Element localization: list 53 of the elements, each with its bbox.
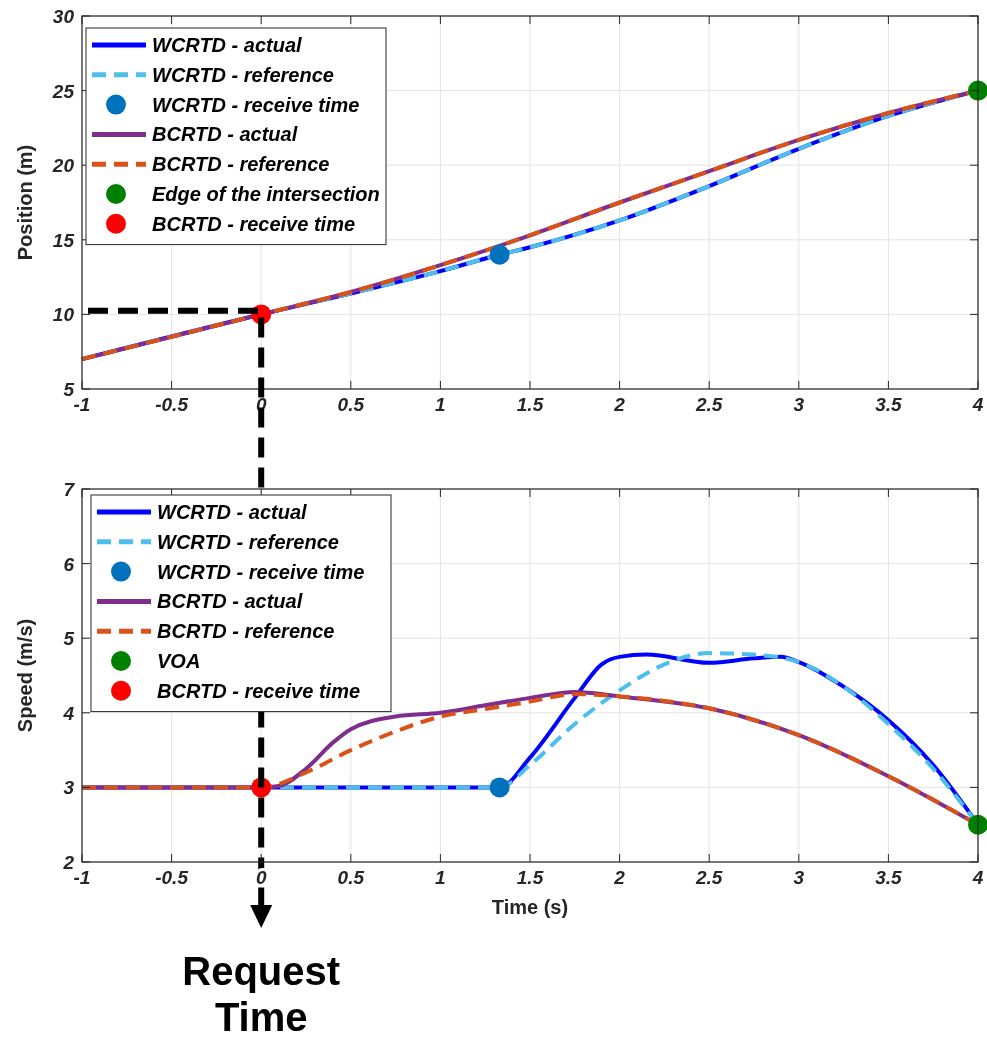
x-axis-title: Time (s) — [491, 896, 569, 918]
y-tick-label: 5 — [63, 379, 75, 400]
x-tick-label: 2 — [613, 867, 626, 888]
x-tick-label: 2.5 — [694, 867, 723, 888]
legend-label: BCRTD - receive time — [157, 679, 361, 702]
y-tick-label: 7 — [63, 479, 76, 500]
y-axis-title: Position (m) — [14, 144, 36, 261]
legend-label: BCRTD - actual — [152, 123, 298, 146]
x-tick-label: 2.5 — [694, 394, 723, 415]
legend-label: BCRTD - actual — [157, 590, 303, 613]
x-tick-label: 3.5 — [875, 394, 903, 415]
x-tick-label: 3 — [793, 867, 805, 888]
point — [489, 244, 510, 265]
x-tick-label: -0.5 — [155, 394, 189, 415]
x-tick-label: 3.5 — [875, 867, 903, 888]
x-tick-label: -0.5 — [155, 867, 189, 888]
x-tick-label: 3 — [793, 394, 805, 415]
legend-label: Edge of the intersection — [152, 183, 380, 205]
y-tick-label: 5 — [63, 628, 75, 650]
y-tick-label: 30 — [52, 6, 75, 27]
x-tick-label: 0.5 — [337, 867, 365, 888]
x-tick-label: 1.5 — [516, 394, 544, 415]
y-tick-label: 6 — [63, 553, 75, 575]
legend-label: BCRTD - receive time — [152, 212, 356, 235]
y-tick-label: 2 — [62, 852, 75, 873]
x-tick-label: 0.5 — [337, 394, 365, 415]
y-tick-label: 4 — [62, 702, 75, 724]
legend-label: BCRTD - reference — [157, 620, 335, 643]
legend-label: WCRTD - receive time — [157, 560, 365, 583]
x-tick-label: -1 — [73, 394, 91, 415]
y-axis-title: Speed (m/s) — [14, 618, 36, 733]
x-tick-label: 4 — [971, 867, 984, 888]
x-tick-label: 1 — [435, 867, 446, 888]
y-tick-label: 3 — [63, 777, 75, 799]
legend-label: BCRTD - reference — [152, 153, 330, 176]
text: Request Time — [182, 949, 341, 1039]
x-tick-label: 4 — [971, 394, 984, 415]
x-tick-label: 1 — [435, 394, 446, 415]
point — [968, 80, 987, 101]
y-tick-label: 15 — [52, 229, 75, 251]
x-tick-label: 1.5 — [516, 867, 544, 888]
legend-label: WCRTD - actual — [157, 501, 308, 523]
y-tick-label: 10 — [52, 304, 75, 326]
legend-label: WCRTD - reference — [157, 530, 339, 553]
legend-label: WCRTD - reference — [152, 63, 334, 86]
y-tick-label: 25 — [51, 80, 75, 102]
x-tick-label: 0 — [255, 867, 267, 888]
legend-label: VOA — [157, 650, 201, 672]
x-tick-label: -1 — [73, 867, 91, 888]
y-tick-label: 20 — [51, 155, 75, 177]
legend-label: WCRTD - receive time — [152, 93, 360, 116]
legend-label: WCRTD - actual — [152, 34, 303, 56]
x-tick-label: 2 — [613, 394, 626, 415]
